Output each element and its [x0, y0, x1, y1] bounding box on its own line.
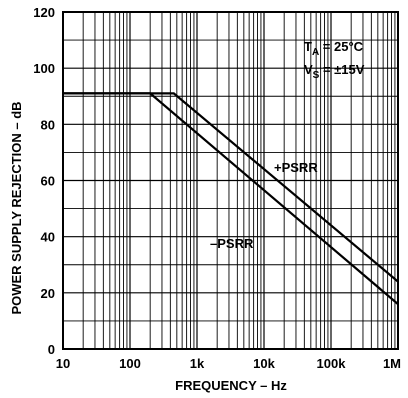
- x-tick-label: 100k: [317, 356, 347, 371]
- y-tick-label: 40: [41, 230, 55, 245]
- x-tick-label: 10: [56, 356, 70, 371]
- series-line-plus-psrr: [63, 92, 399, 283]
- x-tick-label: 1M: [383, 356, 401, 371]
- y-tick-label: 0: [48, 342, 55, 357]
- x-tick-label: 10k: [253, 356, 275, 371]
- y-tick-label: 100: [33, 61, 55, 76]
- y-tick-label: 60: [41, 174, 55, 189]
- supply-voltage-annotation: VS = ±15V: [304, 62, 365, 81]
- y-tick-label: 80: [41, 117, 55, 132]
- y-tick-label: 20: [41, 286, 55, 301]
- x-tick-label: 1k: [190, 356, 205, 371]
- y-axis-label: POWER SUPPLY REJECTION – dB: [9, 101, 24, 314]
- x-axis-label: FREQUENCY – Hz: [175, 378, 287, 393]
- x-tick-label: 100: [119, 356, 141, 371]
- tick-labels: 10 100 1k 10k 100k 1M 0 20 40 60 80 100 120: [33, 5, 401, 371]
- grid: [63, 12, 398, 349]
- temperature-annotation: TA = 25°C: [304, 39, 364, 58]
- series-layer: [63, 92, 399, 305]
- series-label-plus-psrr: +PSRR: [274, 160, 318, 175]
- series-line-minus-psrr: [63, 92, 399, 305]
- series-label-minus-psrr: –PSRR: [210, 236, 254, 251]
- y-tick-label: 120: [33, 5, 55, 20]
- plot-frame: [62, 11, 399, 350]
